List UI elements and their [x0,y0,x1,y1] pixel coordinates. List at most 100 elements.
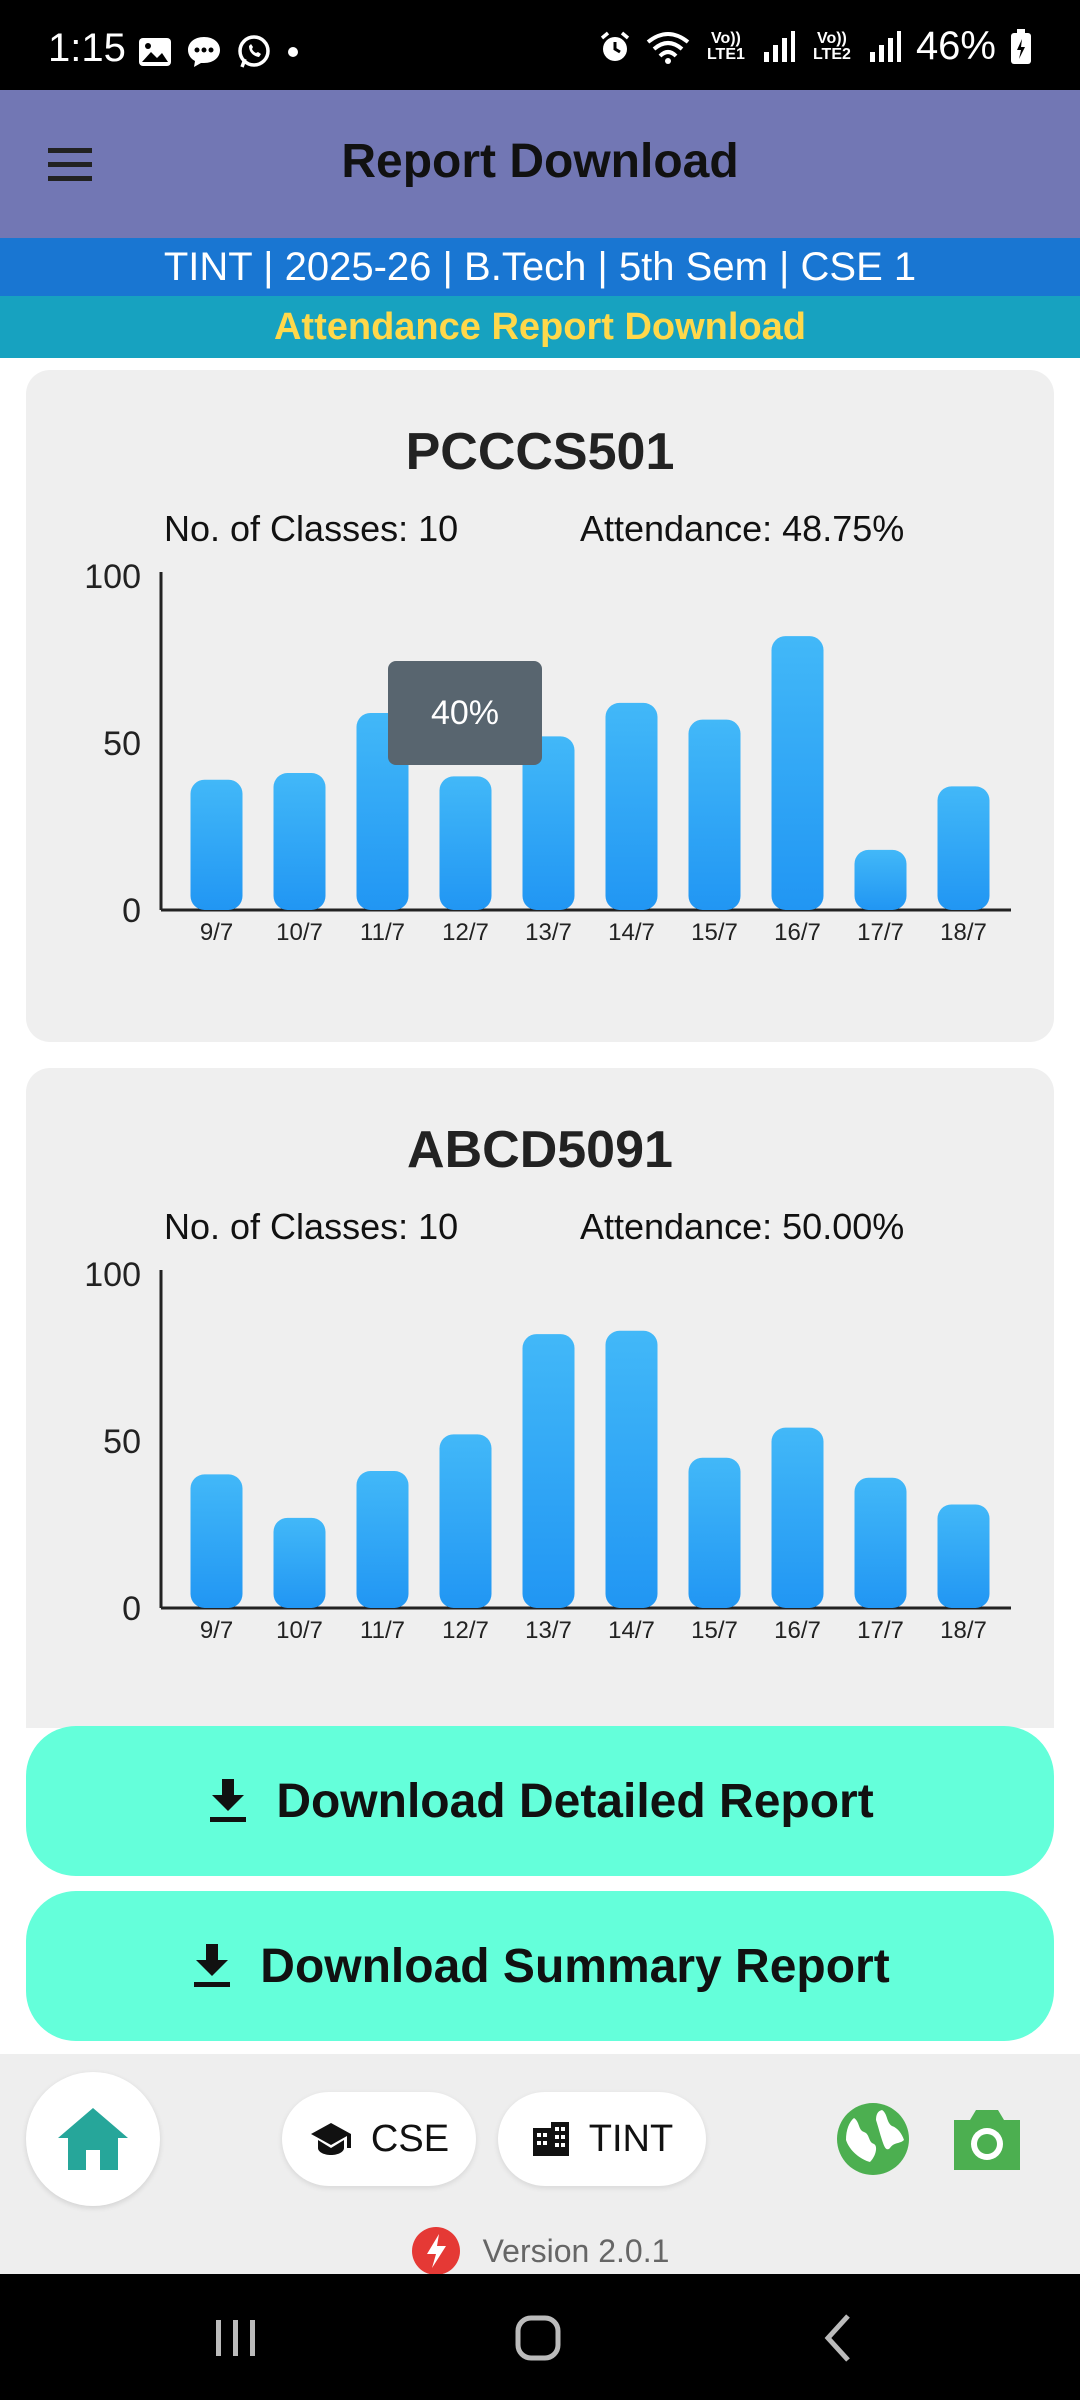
x-tick-label: 13/7 [525,919,572,946]
x-tick-label: 9/7 [200,1617,233,1644]
battery-icon [1011,28,1031,64]
building-icon [532,2122,569,2156]
x-tick-label: 18/7 [940,919,987,946]
whatsapp-icon [238,35,270,68]
gallery-icon [139,38,171,66]
x-tick-label: 12/7 [442,919,489,946]
x-tick-label: 18/7 [940,1617,987,1644]
x-tick-label: 17/7 [857,1617,904,1644]
y-tick-label: 100 [84,558,141,596]
back-icon[interactable] [810,2310,870,2366]
chart-bar[interactable] [937,1504,990,1608]
status-time: 1:15 [48,26,126,70]
x-tick-label: 16/7 [774,919,821,946]
status-bar: 1:15 Vo)) LTE1 Vo)) LTE2 46% [0,0,1080,90]
app-bar: Report Download [0,90,1080,238]
college-label: TINT [588,2117,674,2160]
version-row: Version 2.0.1 [0,2226,1080,2276]
college-chip[interactable]: TINT [498,2092,706,2186]
classes-count: No. of Classes: 10 [164,508,459,549]
signal-icon [869,30,901,62]
page-title: Report Download [341,135,739,188]
alarm-icon [600,31,630,61]
attendance-percent: Attendance: 48.75% [580,508,905,549]
chart-bar[interactable] [190,1474,243,1608]
download-summary-label: Download Summary Report [260,1939,890,1993]
y-tick-label: 0 [122,892,141,930]
x-tick-label: 12/7 [442,1617,489,1644]
chart-bar[interactable] [273,773,326,910]
y-tick-label: 50 [103,1423,141,1461]
x-tick-label: 14/7 [608,919,655,946]
chart-bar[interactable] [273,1517,326,1608]
chart-bar[interactable] [854,1477,907,1608]
x-tick-label: 15/7 [691,919,738,946]
x-tick-label: 17/7 [857,919,904,946]
chat-icon [188,37,220,67]
notification-icons [138,34,300,70]
department-chip[interactable]: CSE [282,2092,476,2186]
menu-icon[interactable] [40,134,100,194]
x-tick-label: 16/7 [774,1617,821,1644]
x-tick-label: 11/7 [360,919,405,946]
x-tick-label: 14/7 [608,1617,655,1644]
x-tick-label: 13/7 [525,1617,572,1644]
camera-icon[interactable] [948,2100,1026,2178]
subject-card: ABCD5091 No. of Classes: 10 Attendance: … [26,1068,1054,1728]
wifi-icon [646,31,690,64]
attendance-chart: 0 50 100 9/7 10/7 11/7 12/7 13/7 14/7 15/7 16/7 17/… [84,558,1011,946]
x-tick-label: 11/7 [360,1617,405,1644]
subject-card: PCCCS501 No. of Classes: 10 Attendance: … [26,370,1054,1042]
dot-icon [288,47,298,57]
chart-bar[interactable] [854,849,907,910]
home-button[interactable] [26,2072,160,2206]
download-summary-report-button[interactable]: Download Summary Report [26,1891,1054,2041]
status-right: Vo)) LTE1 Vo)) LTE2 46% [598,24,1032,69]
chart-bar[interactable] [522,1334,575,1608]
classes-count: No. of Classes: 10 [164,1206,459,1247]
school-icon [310,2123,351,2155]
download-icon [210,1779,247,1822]
chart-bar[interactable] [771,636,824,910]
download-detailed-report-button[interactable]: Download Detailed Report [26,1726,1054,1876]
home-icon [58,2108,128,2170]
y-tick-label: 0 [122,1590,141,1628]
chart-bar[interactable] [522,736,575,910]
sim1-label: Vo)) LTE1 [706,29,745,63]
system-nav-bar [0,2274,1080,2400]
battery-percent: 46% [915,24,996,68]
subject-code: PCCCS501 [405,423,675,481]
home-nav-icon[interactable] [508,2310,568,2366]
chart-bar[interactable] [771,1427,824,1608]
attendance-percent: Attendance: 50.00% [580,1206,905,1247]
version-text: Version 2.0.1 [482,2232,670,2269]
chart-bar[interactable] [439,1434,492,1608]
x-tick-label: 9/7 [200,919,233,946]
x-tick-label: 10/7 [276,1617,323,1644]
chart-bar[interactable] [356,1471,409,1608]
chart-bar[interactable] [937,786,990,910]
chart-bar[interactable] [688,1457,741,1608]
y-tick-label: 50 [103,725,141,763]
recent-apps-icon[interactable] [206,2310,266,2366]
sim2-label: Vo)) LTE2 [812,29,851,63]
chart-bar[interactable] [605,702,658,910]
globe-icon[interactable] [834,2100,912,2178]
subject-code: ABCD5091 [407,1121,673,1179]
x-tick-label: 15/7 [691,1617,738,1644]
chart-bar[interactable] [190,779,243,910]
signal-icon [763,30,795,62]
chart-bar[interactable] [605,1330,658,1608]
chart-tooltip: 40% [388,661,542,765]
class-info-bar: TINT | 2025-26 | B.Tech | 5th Sem | CSE … [0,238,1080,296]
chart-bar[interactable] [439,776,492,910]
y-tick-label: 100 [84,1256,141,1294]
department-label: CSE [370,2117,450,2160]
app-logo-icon [411,2227,460,2275]
chart-bar[interactable] [688,719,741,910]
attendance-chart: 0 50 100 9/7 10/7 11/7 12/7 13/7 14/7 15/7 16/7 17/… [84,1256,1011,1644]
bottom-bar: CSE TINT Version 2.0.1 [0,2054,1080,2276]
download-detailed-label: Download Detailed Report [276,1774,874,1828]
download-icon [194,1944,231,1987]
